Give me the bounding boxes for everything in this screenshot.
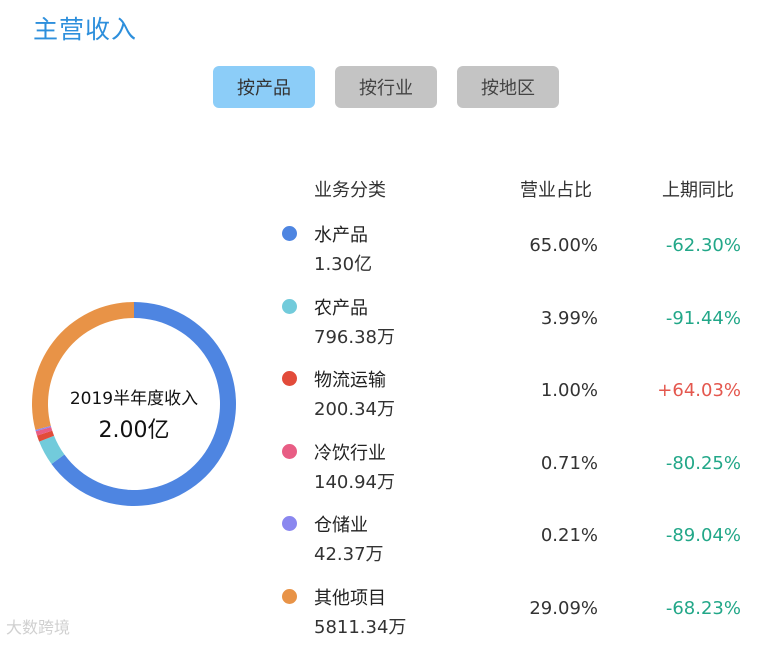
category-amount: 1.30亿 <box>314 254 373 275</box>
category-amount: 42.37万 <box>314 544 384 565</box>
category-name: 仓储业 <box>314 515 368 536</box>
legend-dot <box>282 299 297 314</box>
tab-by-product[interactable]: 按产品 <box>213 66 315 108</box>
tab-by-region[interactable]: 按地区 <box>457 66 559 108</box>
watermark: 大数跨境 <box>6 618 71 637</box>
category-share: 29.09% <box>529 598 598 619</box>
column-header-category: 业务分类 <box>314 180 386 201</box>
table-row[interactable]: 物流运输 200.34万 1.00% +64.03% <box>0 361 771 431</box>
category-yoy: +64.03% <box>657 380 741 401</box>
legend-dot <box>282 589 297 604</box>
donut-slice-4 <box>35 425 52 432</box>
chart-center-value: 2.00亿 <box>98 418 170 443</box>
column-header-yoy: 上期同比 <box>662 180 734 201</box>
donut-slice-3 <box>35 426 53 436</box>
donut-slice-1 <box>39 435 65 464</box>
category-share: 65.00% <box>529 235 598 256</box>
table-row[interactable]: 冷饮行业 140.94万 0.71% -80.25% <box>0 434 771 504</box>
category-share: 3.99% <box>540 308 598 329</box>
donut-slice-5 <box>31 302 134 430</box>
category-yoy: -89.04% <box>665 525 741 546</box>
table-row[interactable]: 水产品 1.30亿 65.00% -62.30% <box>0 216 771 286</box>
category-amount: 796.38万 <box>314 327 395 348</box>
donut-slice-2 <box>37 430 55 442</box>
category-name: 农产品 <box>314 298 368 319</box>
page-title: 主营收入 <box>33 15 138 44</box>
category-amount: 200.34万 <box>314 399 395 420</box>
category-amount: 5811.34万 <box>314 617 407 638</box>
category-share: 1.00% <box>540 380 598 401</box>
category-share: 0.71% <box>540 453 598 474</box>
category-yoy: -91.44% <box>665 308 741 329</box>
legend-dot <box>282 444 297 459</box>
segment-tabs: 按产品 按行业 按地区 <box>213 66 559 108</box>
legend-dot <box>282 226 297 241</box>
legend-dot <box>282 516 297 531</box>
chart-center-label: 2019半年度收入 <box>69 389 199 409</box>
table-row[interactable]: 仓储业 42.37万 0.21% -89.04% <box>0 506 771 576</box>
tab-by-industry[interactable]: 按行业 <box>335 66 437 108</box>
category-yoy: -62.30% <box>665 235 741 256</box>
category-name: 冷饮行业 <box>314 443 386 464</box>
category-name: 其他项目 <box>314 588 386 609</box>
category-name: 物流运输 <box>314 370 386 391</box>
legend-dot <box>282 371 297 386</box>
table-row[interactable]: 其他项目 5811.34万 29.09% -68.23% <box>0 579 771 649</box>
category-yoy: -68.23% <box>665 598 741 619</box>
revenue-donut-chart <box>31 302 236 506</box>
category-name: 水产品 <box>314 225 368 246</box>
table-row[interactable]: 农产品 796.38万 3.99% -91.44% <box>0 289 771 359</box>
category-amount: 140.94万 <box>314 472 395 493</box>
category-share: 0.21% <box>540 525 598 546</box>
table-header: 业务分类 营业占比 上期同比 <box>0 176 771 206</box>
column-header-share: 营业占比 <box>520 180 592 201</box>
category-yoy: -80.25% <box>665 453 741 474</box>
